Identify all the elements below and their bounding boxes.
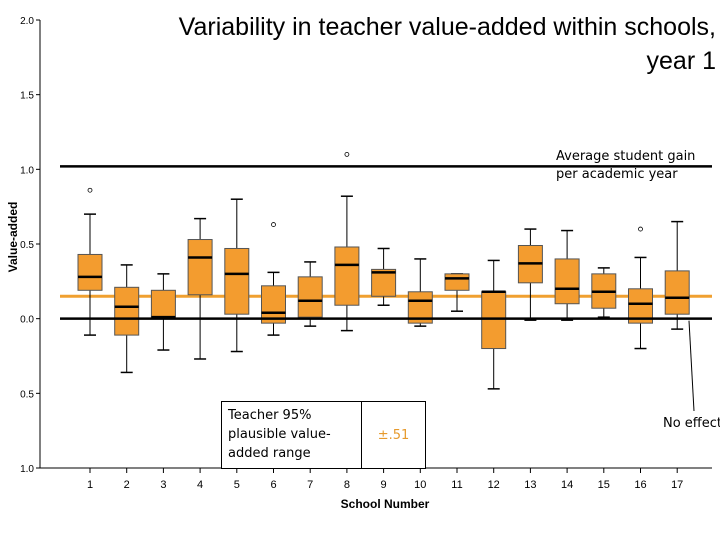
y-tick-label: 0.5	[20, 389, 34, 400]
no-effect-annotation: No effect	[663, 416, 720, 431]
box-school-1	[77, 253, 103, 291]
x-tick-label: 5	[234, 479, 240, 491]
x-axis-label: School Number	[340, 497, 430, 511]
x-tick-label: 1	[87, 479, 93, 491]
outlier-point	[344, 151, 350, 157]
outlier-point	[271, 222, 276, 227]
x-tick-label: 17	[671, 479, 683, 491]
average-gain-annotation-line-1: Average student gain	[556, 149, 696, 164]
box-school-4	[187, 239, 213, 296]
outlier-point	[87, 187, 93, 193]
x-tick-label: 7	[307, 479, 313, 491]
average-gain-annotation-line-2: per academic year	[556, 167, 678, 182]
plausible-range-label-line-1: Teacher 95%	[228, 408, 312, 423]
plausible-range-label-line-3: added range	[228, 446, 311, 461]
x-tick-label: 14	[561, 479, 573, 491]
y-tick-label: 1.0	[20, 165, 34, 176]
plausible-range-value: ±.51	[377, 427, 410, 443]
y-tick-label: 0.0	[20, 315, 34, 326]
box-school-8	[334, 246, 360, 306]
x-tick-label: 16	[634, 479, 646, 491]
x-tick-label: 10	[414, 479, 426, 491]
box-school-9	[371, 268, 397, 297]
x-tick-label: 9	[381, 479, 387, 491]
x-tick-label: 4	[197, 479, 203, 491]
box-school-11	[444, 273, 470, 291]
plausible-range-label: Teacher 95% plausible value- added range	[222, 402, 362, 468]
box-school-7	[297, 276, 323, 318]
plausible-range-box: Teacher 95% plausible value- added range…	[221, 401, 426, 469]
x-tick-label: 13	[524, 479, 536, 491]
box-school-6	[261, 285, 286, 324]
y-axis-label: Value-added	[6, 201, 20, 273]
x-tick-label: 2	[124, 479, 130, 491]
x-tick-label: 11	[451, 479, 462, 491]
average-gain-annotation: Average student gain per academic year	[556, 148, 695, 184]
box-school-2	[114, 286, 140, 336]
no-effect-pointer	[688, 320, 695, 412]
y-tick-label: 2.0	[20, 16, 34, 27]
box-school-17	[664, 270, 690, 315]
chart-title: Variability in teacher value-added withi…	[36, 10, 716, 78]
x-tick-label: 3	[160, 479, 166, 491]
x-tick-label: 6	[270, 479, 276, 491]
x-tick-label: 8	[344, 479, 350, 491]
y-tick-label: 0.5	[20, 240, 34, 251]
box-school-14	[554, 258, 580, 305]
outlier-point	[638, 226, 643, 232]
box-school-3	[150, 289, 176, 318]
chart-title-line-1: Variability in teacher value-added withi…	[178, 13, 716, 41]
plausible-range-label-line-2: plausible value-	[228, 427, 331, 442]
x-tick-label: 12	[488, 479, 500, 491]
box-school-5	[224, 247, 250, 315]
x-tick-label: 15	[598, 479, 610, 491]
y-tick-label: 1.0	[20, 464, 34, 475]
box-school-12	[481, 291, 507, 350]
y-tick-label: 1.5	[20, 91, 34, 102]
chart-title-line-2: year 1	[646, 47, 716, 75]
